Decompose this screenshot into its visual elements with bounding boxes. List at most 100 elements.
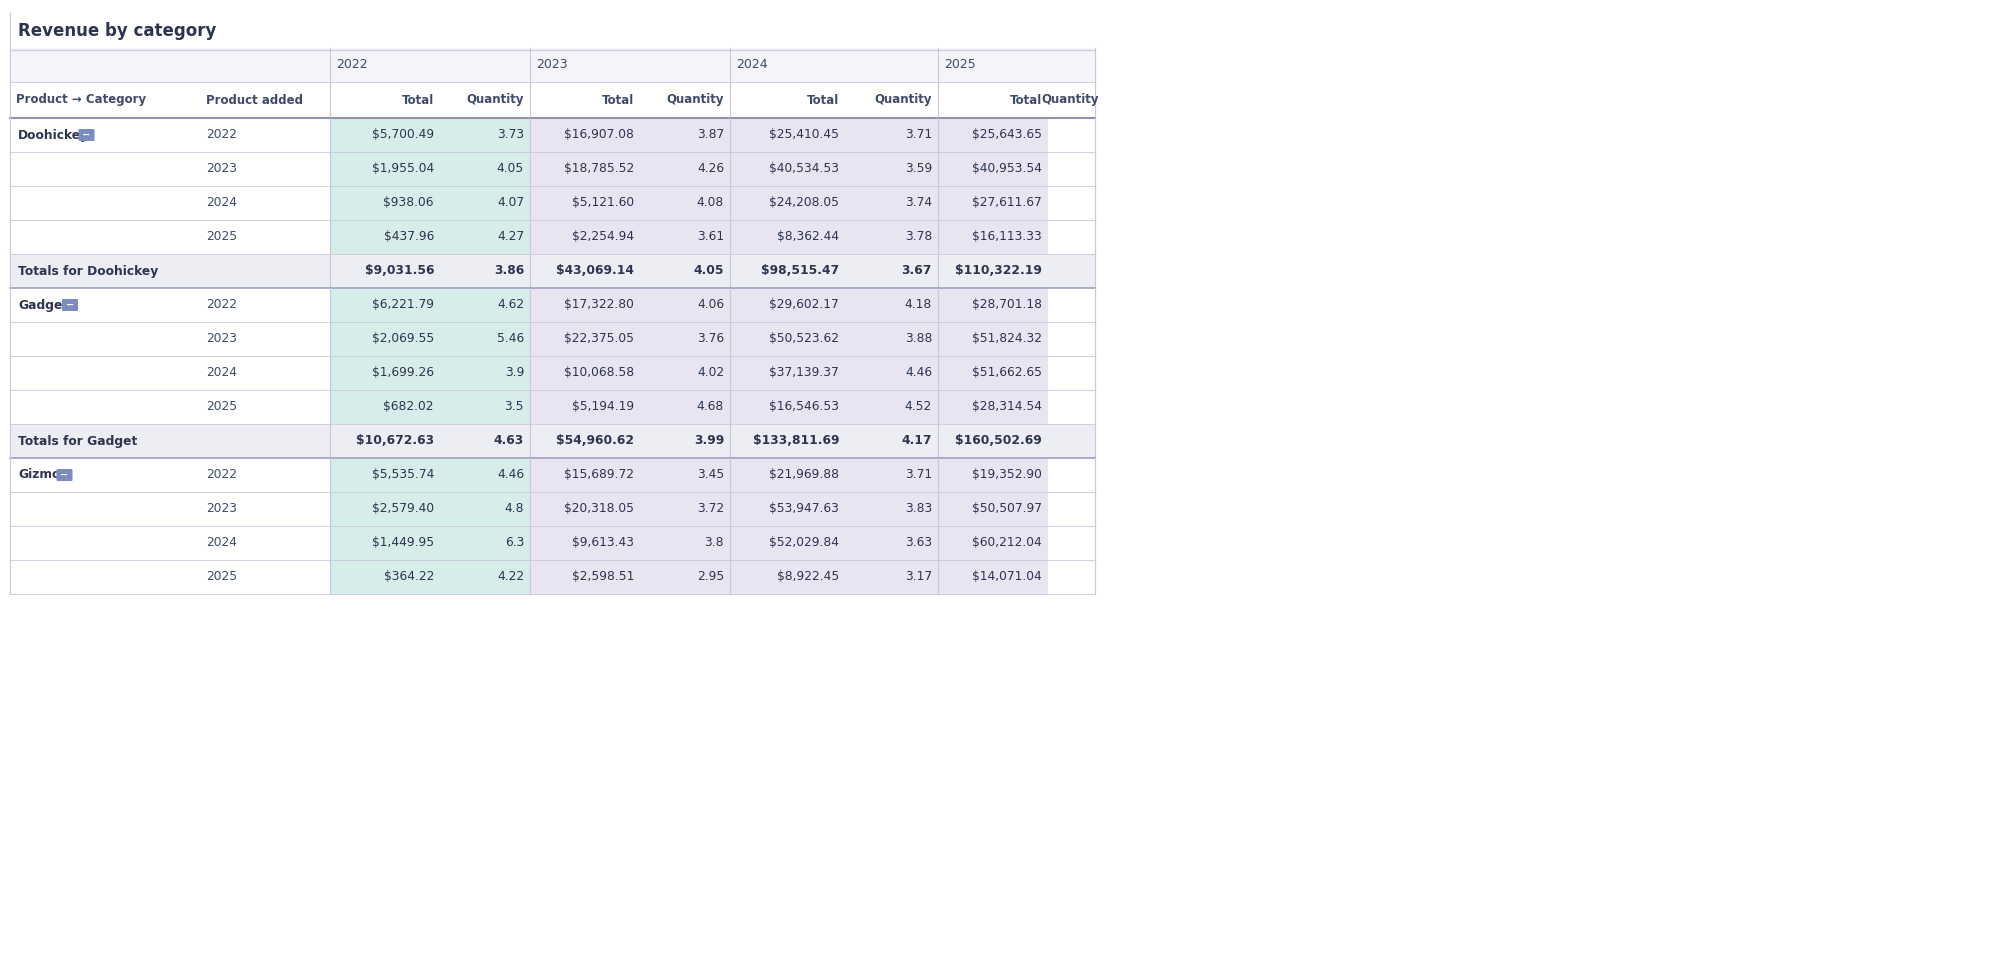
Text: 2022: 2022 bbox=[206, 128, 238, 141]
Text: Quantity: Quantity bbox=[665, 94, 723, 106]
Text: $5,194.19: $5,194.19 bbox=[571, 401, 633, 413]
Text: 2025: 2025 bbox=[206, 231, 238, 243]
Text: 3.88: 3.88 bbox=[905, 332, 931, 346]
Bar bbox=[529, 458, 639, 492]
Text: $28,314.54: $28,314.54 bbox=[971, 401, 1041, 413]
Text: 2024: 2024 bbox=[735, 59, 767, 71]
Text: −: − bbox=[66, 300, 74, 310]
Bar bbox=[330, 492, 440, 526]
Bar bbox=[1047, 356, 1105, 390]
Text: Product added: Product added bbox=[206, 94, 304, 106]
Bar bbox=[937, 288, 1047, 322]
Bar bbox=[10, 118, 330, 152]
Bar bbox=[529, 560, 639, 594]
Bar bbox=[10, 186, 330, 220]
Bar bbox=[845, 560, 937, 594]
Bar bbox=[10, 152, 330, 186]
Bar bbox=[639, 390, 729, 424]
Text: $27,611.67: $27,611.67 bbox=[971, 196, 1041, 210]
Text: $133,811.69: $133,811.69 bbox=[751, 435, 839, 447]
Text: $52,029.84: $52,029.84 bbox=[769, 536, 839, 550]
Bar bbox=[845, 526, 937, 560]
Text: Totals for Gadget: Totals for Gadget bbox=[18, 435, 138, 447]
Text: Total: Total bbox=[402, 94, 434, 106]
Text: $8,922.45: $8,922.45 bbox=[777, 571, 839, 583]
Text: $10,068.58: $10,068.58 bbox=[563, 366, 633, 380]
Text: 4.05: 4.05 bbox=[693, 265, 723, 277]
Bar bbox=[440, 288, 529, 322]
Text: $1,449.95: $1,449.95 bbox=[372, 536, 434, 550]
Bar bbox=[1047, 390, 1105, 424]
Bar bbox=[639, 560, 729, 594]
Text: 3.8: 3.8 bbox=[703, 536, 723, 550]
Bar bbox=[937, 458, 1047, 492]
Bar bbox=[10, 356, 330, 390]
Text: 2023: 2023 bbox=[206, 162, 238, 176]
Bar bbox=[845, 288, 937, 322]
Bar bbox=[1047, 220, 1105, 254]
Text: $15,689.72: $15,689.72 bbox=[563, 469, 633, 481]
Bar bbox=[330, 186, 440, 220]
Text: $22,375.05: $22,375.05 bbox=[563, 332, 633, 346]
Bar bbox=[845, 458, 937, 492]
Text: 3.76: 3.76 bbox=[697, 332, 723, 346]
Text: 3.71: 3.71 bbox=[905, 128, 931, 141]
Bar bbox=[845, 492, 937, 526]
Text: $50,507.97: $50,507.97 bbox=[971, 502, 1041, 516]
Bar bbox=[639, 220, 729, 254]
Text: Total: Total bbox=[601, 94, 633, 106]
Text: $16,546.53: $16,546.53 bbox=[769, 401, 839, 413]
Text: $53,947.63: $53,947.63 bbox=[769, 502, 839, 516]
Bar bbox=[729, 356, 845, 390]
Text: $1,955.04: $1,955.04 bbox=[372, 162, 434, 176]
Bar bbox=[529, 118, 639, 152]
Text: 2025: 2025 bbox=[206, 401, 238, 413]
Text: $16,907.08: $16,907.08 bbox=[563, 128, 633, 141]
Text: 4.46: 4.46 bbox=[498, 469, 523, 481]
Bar bbox=[1047, 322, 1105, 356]
Text: $17,322.80: $17,322.80 bbox=[563, 298, 633, 311]
Text: 3.45: 3.45 bbox=[697, 469, 723, 481]
Bar bbox=[639, 288, 729, 322]
Text: $1,699.26: $1,699.26 bbox=[372, 366, 434, 380]
Text: 3.73: 3.73 bbox=[498, 128, 523, 141]
Bar bbox=[639, 356, 729, 390]
Text: $938.06: $938.06 bbox=[384, 196, 434, 210]
Bar bbox=[330, 356, 440, 390]
Text: 4.27: 4.27 bbox=[498, 231, 523, 243]
Text: 2024: 2024 bbox=[206, 536, 238, 550]
Text: Quantity: Quantity bbox=[466, 94, 523, 106]
Text: 4.07: 4.07 bbox=[498, 196, 523, 210]
Bar bbox=[440, 560, 529, 594]
Text: Total: Total bbox=[1009, 94, 1041, 106]
Bar bbox=[729, 560, 845, 594]
Bar bbox=[639, 322, 729, 356]
Bar bbox=[440, 118, 529, 152]
Text: 2022: 2022 bbox=[206, 469, 238, 481]
Text: 5.46: 5.46 bbox=[496, 332, 523, 346]
Text: 3.83: 3.83 bbox=[905, 502, 931, 516]
Bar bbox=[845, 390, 937, 424]
Bar bbox=[10, 560, 330, 594]
Text: $50,523.62: $50,523.62 bbox=[769, 332, 839, 346]
Text: $21,969.88: $21,969.88 bbox=[769, 469, 839, 481]
Bar bbox=[529, 526, 639, 560]
Text: $2,579.40: $2,579.40 bbox=[372, 502, 434, 516]
Bar bbox=[845, 220, 937, 254]
Bar bbox=[639, 152, 729, 186]
Text: 2025: 2025 bbox=[206, 571, 238, 583]
Bar bbox=[330, 152, 440, 186]
Bar bbox=[845, 152, 937, 186]
Bar bbox=[440, 220, 529, 254]
FancyBboxPatch shape bbox=[78, 129, 94, 141]
Bar bbox=[529, 322, 639, 356]
Text: −: − bbox=[60, 470, 68, 480]
Text: $25,410.45: $25,410.45 bbox=[769, 128, 839, 141]
Bar bbox=[1047, 492, 1105, 526]
Bar bbox=[639, 458, 729, 492]
Bar bbox=[10, 288, 330, 322]
Bar bbox=[937, 220, 1047, 254]
Text: Quantity: Quantity bbox=[1041, 94, 1099, 106]
Bar bbox=[937, 322, 1047, 356]
Text: $14,071.04: $14,071.04 bbox=[971, 571, 1041, 583]
